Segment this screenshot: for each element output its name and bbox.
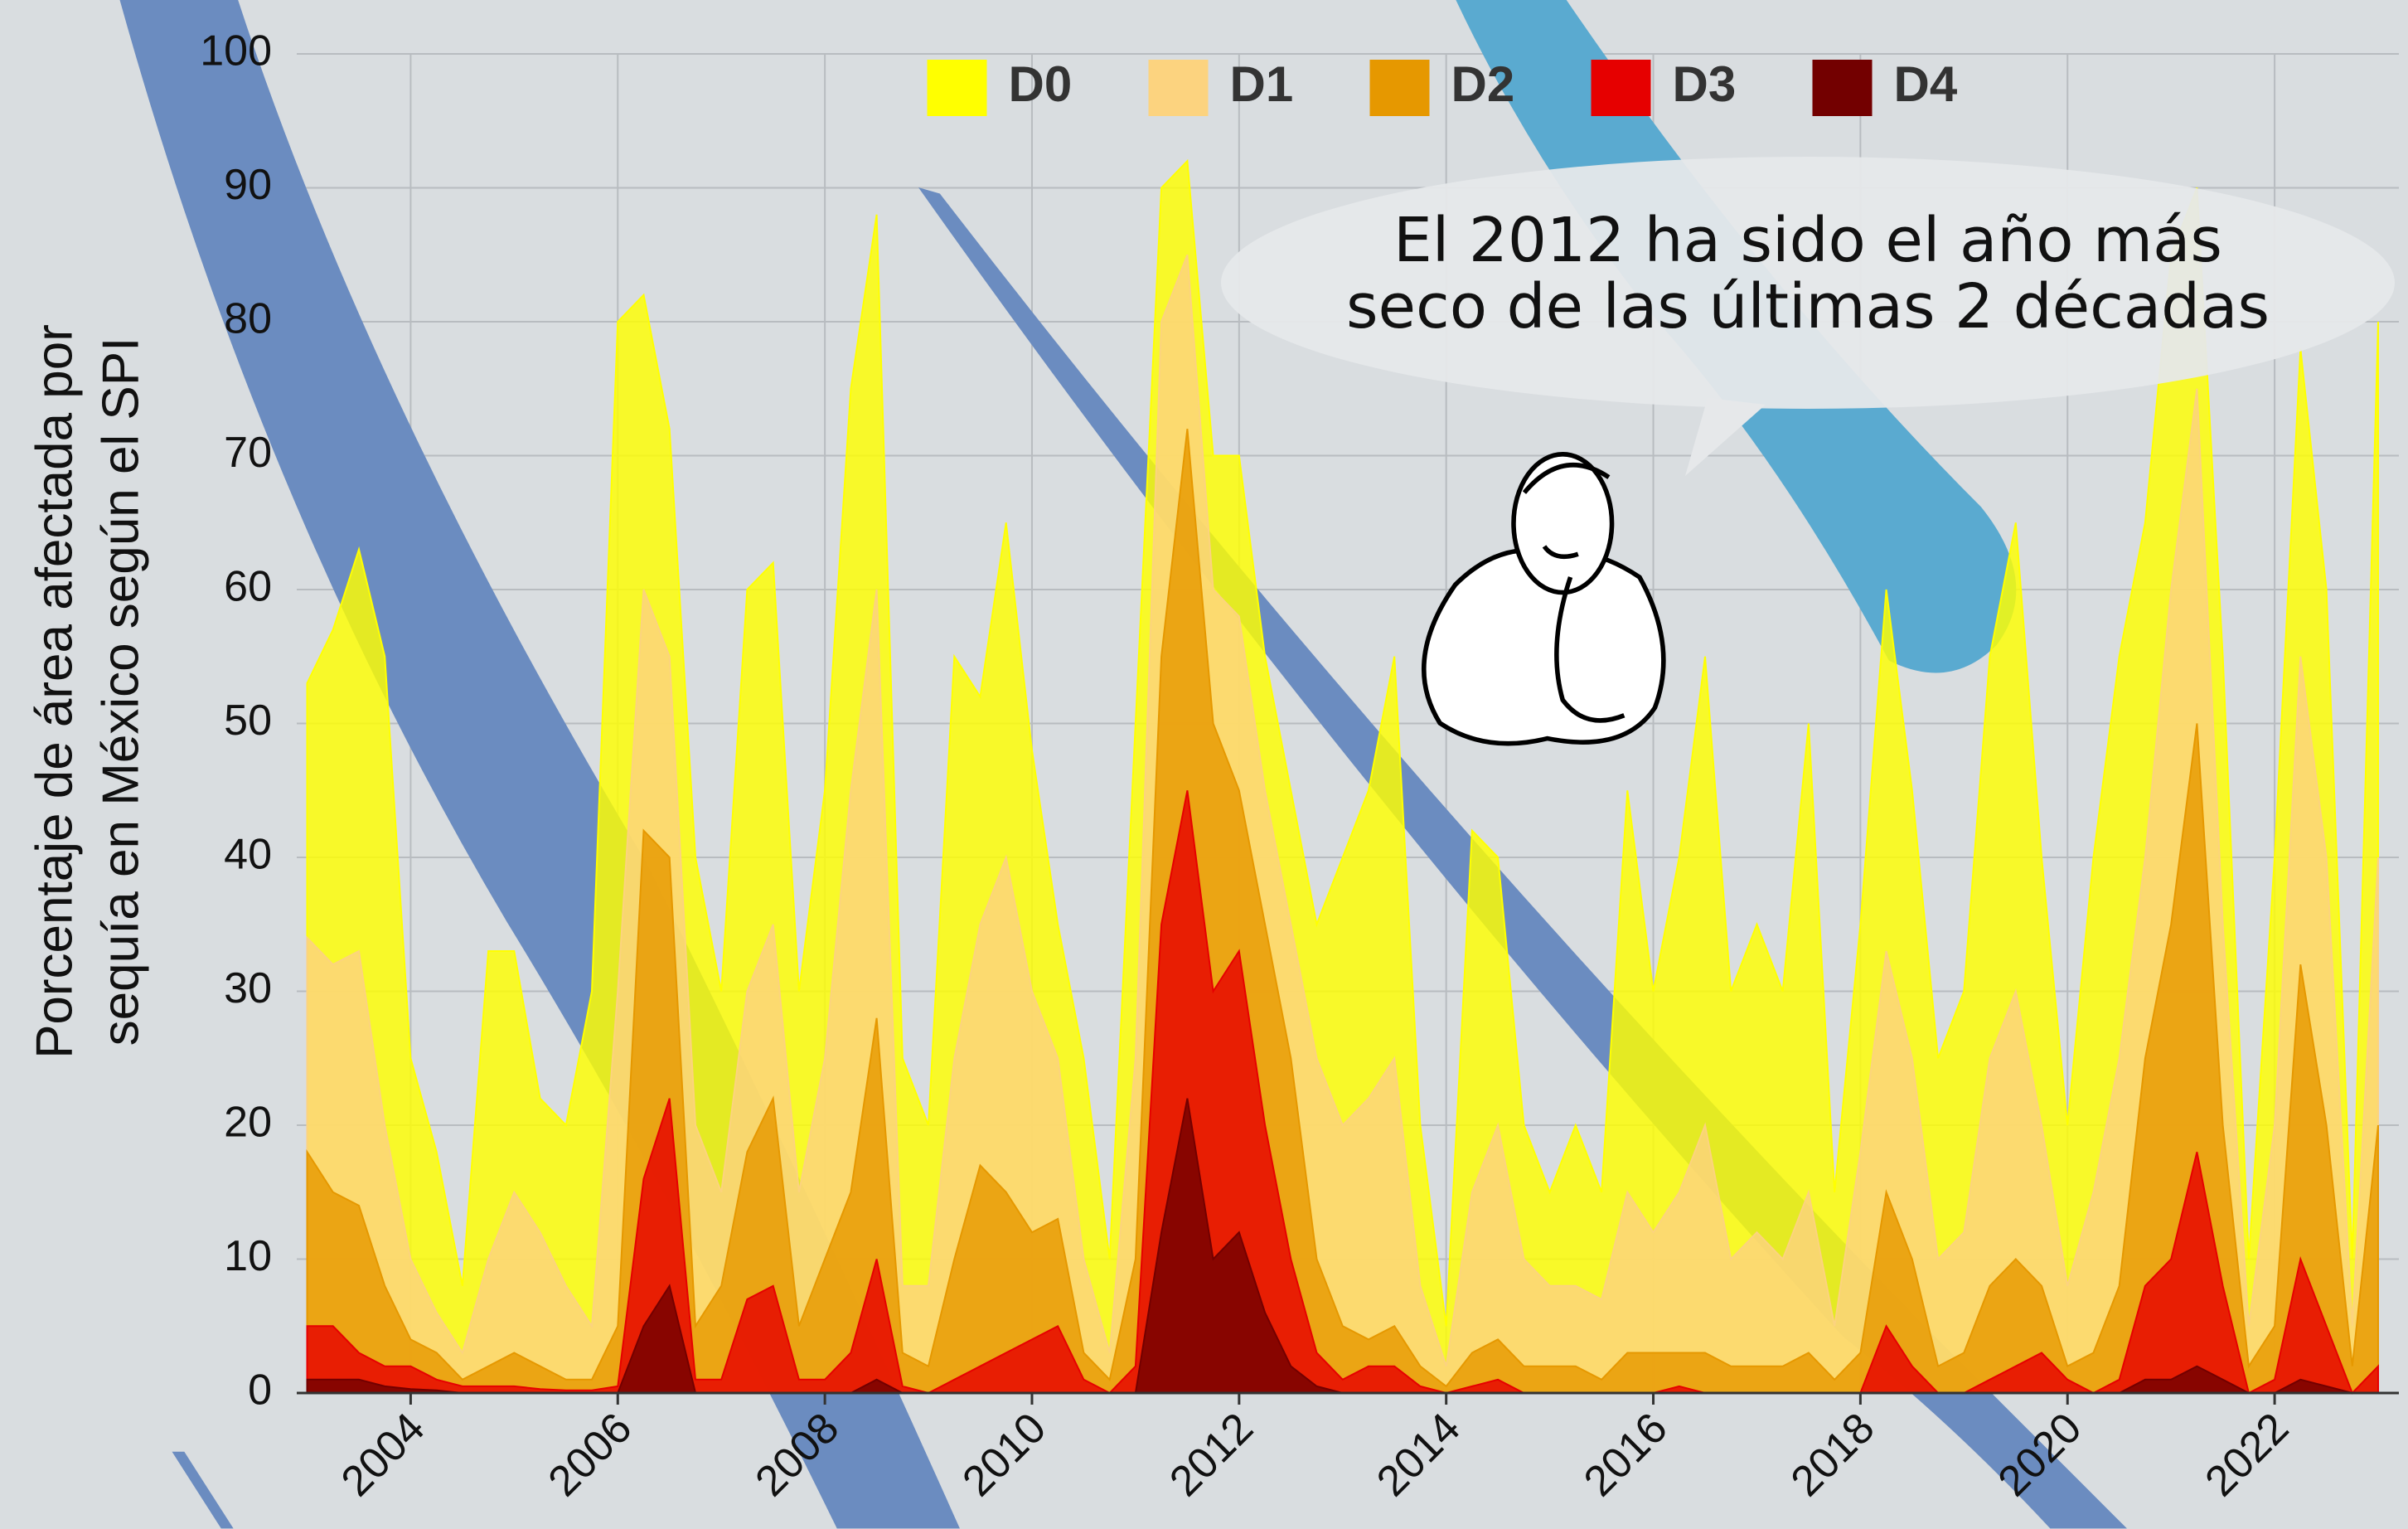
- legend-label: D4: [1894, 56, 1958, 112]
- legend-label: D1: [1230, 56, 1294, 112]
- y-tick-label: 50: [224, 697, 272, 745]
- legend-swatch: [1149, 60, 1209, 116]
- y-tick-label: 60: [224, 563, 272, 611]
- head: [1514, 454, 1612, 593]
- legend-label: D3: [1673, 56, 1737, 112]
- legend-swatch: [1370, 60, 1430, 116]
- legend-swatch: [1592, 60, 1651, 116]
- y-axis-label: sequía en México según el SPI: [92, 337, 149, 1046]
- y-tick-label: 0: [248, 1366, 272, 1415]
- y-tick-label: 80: [224, 295, 272, 343]
- legend-label: D0: [1009, 56, 1073, 112]
- y-tick-label: 40: [224, 831, 272, 879]
- legend-swatch: [928, 60, 987, 116]
- y-tick-label: 20: [224, 1099, 272, 1147]
- y-tick-label: 100: [200, 27, 272, 75]
- legend-label: D2: [1451, 56, 1515, 112]
- chart: 0102030405060708090100200420062008201020…: [0, 0, 2408, 1529]
- y-tick-label: 90: [224, 161, 272, 209]
- y-tick-label: 70: [224, 429, 272, 477]
- y-axis-label: Porcentaje de área afectada por: [26, 324, 83, 1059]
- annotation-line: seco de las últimas 2 décadas: [1346, 271, 2270, 342]
- y-tick-label: 30: [224, 964, 272, 1012]
- y-tick-label: 10: [224, 1232, 272, 1280]
- legend-swatch: [1813, 60, 1873, 116]
- annotation-line: El 2012 ha sido el año más: [1393, 205, 2222, 276]
